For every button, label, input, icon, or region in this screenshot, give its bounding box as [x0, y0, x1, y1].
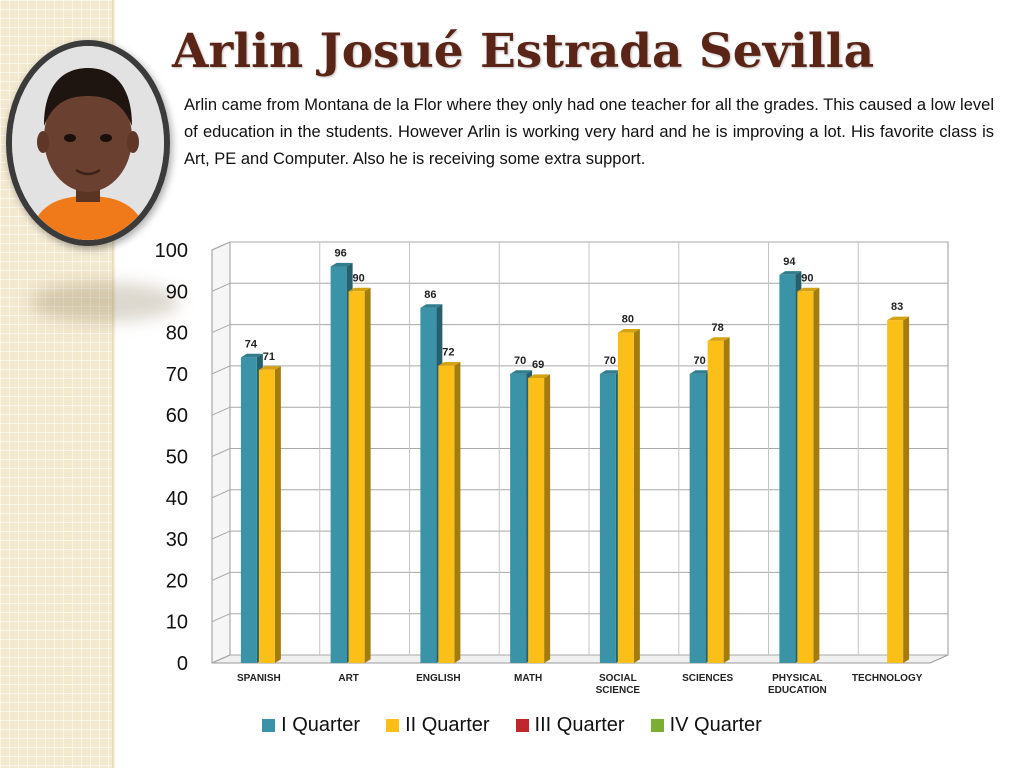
bar-top	[779, 271, 802, 275]
bar-side	[813, 287, 820, 663]
data-label: 96	[335, 248, 347, 260]
data-label: 86	[424, 289, 436, 301]
bar-side	[364, 287, 371, 663]
x-tick-label: ENGLISH	[416, 673, 460, 684]
bar-top	[258, 366, 281, 370]
bar	[420, 307, 437, 663]
gridline	[211, 282, 948, 292]
legend-item: II Quarter	[386, 713, 490, 737]
student-photo-image	[12, 46, 164, 240]
y-tick-label: 50	[166, 447, 188, 469]
legend-item: I Quarter	[262, 714, 360, 737]
data-label: 72	[442, 347, 454, 359]
bar-top	[707, 337, 730, 341]
data-label: 90	[801, 272, 813, 284]
bar	[617, 332, 634, 663]
bar-side	[633, 329, 640, 663]
data-label: 78	[712, 322, 724, 334]
x-tick-label: PHYSICAL EDUCATION	[768, 673, 827, 696]
data-label: 80	[622, 314, 634, 326]
legend-label: III Quarter	[534, 713, 625, 736]
x-tick-label: SPANISH	[237, 673, 281, 684]
x-tick-label: TECHNOLOGY	[852, 673, 923, 684]
page-title: Arlin Josué Estrada Sevilla	[172, 24, 875, 79]
bar-side	[454, 362, 461, 663]
bar-top	[420, 304, 443, 308]
data-label: 70	[604, 355, 616, 367]
student-description: Arlin came from Montana de la Flor where…	[184, 96, 994, 168]
legend-swatch	[386, 718, 400, 732]
data-label: 69	[532, 359, 544, 371]
y-tick-label: 20	[166, 570, 188, 592]
bar-top	[438, 362, 461, 366]
data-label: 90	[353, 272, 365, 284]
legend-swatch	[650, 718, 664, 732]
bar	[707, 340, 724, 663]
bar-side	[723, 337, 730, 663]
bar-top	[689, 370, 712, 374]
bar-top	[348, 287, 371, 292]
x-tick-label: SOCIAL SCIENCE	[596, 673, 641, 696]
bar	[689, 373, 706, 663]
legend-item: IV Quarter	[650, 713, 762, 737]
legend-label: IV Quarter	[669, 713, 762, 736]
bar	[438, 365, 455, 663]
data-label: 70	[514, 355, 526, 367]
chart-legend: I Quarter II Quarter III Quarter IV Quarter	[0, 710, 1024, 740]
y-tick-label: 40	[166, 488, 188, 510]
portrait-illustration	[12, 46, 164, 240]
gridline	[211, 241, 948, 251]
bar	[779, 274, 796, 663]
y-tick-label: 70	[166, 364, 188, 386]
photo-shadow	[30, 282, 180, 322]
legend-swatch	[262, 718, 276, 732]
y-tick-label: 90	[166, 281, 188, 303]
data-label: 94	[783, 256, 796, 268]
data-label: 83	[891, 301, 903, 313]
x-tick-label: ART	[338, 673, 359, 684]
bar	[887, 320, 904, 663]
student-photo	[6, 40, 170, 246]
bar-top	[617, 329, 640, 333]
legend-item: III Quarter	[515, 713, 625, 737]
bar	[240, 357, 257, 663]
legend-label: II Quarter	[405, 713, 490, 736]
bar-top	[330, 262, 353, 267]
x-tick-label: SCIENCES	[682, 673, 733, 684]
data-label: 70	[694, 355, 706, 367]
y-tick-label: 100	[155, 240, 188, 262]
y-tick-label: 80	[166, 323, 188, 345]
bar	[599, 373, 616, 663]
grades-bar-chart: 0 10 20 30 40 50 60 70 80 90 100 74 71 96 90 86 72 70 69 70…	[155, 240, 949, 696]
bar	[510, 373, 527, 663]
bar-top	[599, 370, 622, 374]
y-tick-label: 0	[177, 653, 188, 675]
bar-top	[887, 316, 910, 321]
y-tick-label: 10	[166, 612, 188, 634]
bar	[258, 369, 275, 663]
bar-side	[903, 316, 910, 663]
bar	[330, 266, 347, 663]
legend-swatch	[515, 718, 529, 732]
bar-side	[274, 366, 281, 663]
y-tick-label: 30	[166, 529, 188, 551]
bar-side	[544, 374, 551, 663]
data-label: 71	[263, 351, 275, 363]
bar	[348, 291, 365, 663]
gridline	[211, 324, 948, 334]
chart-floor	[211, 654, 949, 664]
bar	[797, 291, 814, 663]
bar	[528, 378, 545, 663]
x-tick-label: MATH	[514, 673, 542, 684]
bar-top	[240, 353, 263, 358]
legend-label: I Quarter	[281, 713, 361, 736]
bar-top	[797, 287, 820, 292]
y-tick-label: 60	[166, 405, 188, 427]
data-label: 74	[245, 338, 258, 350]
bar-top	[528, 374, 551, 379]
side-pattern-edge	[112, 0, 116, 768]
bar-top	[510, 370, 533, 374]
